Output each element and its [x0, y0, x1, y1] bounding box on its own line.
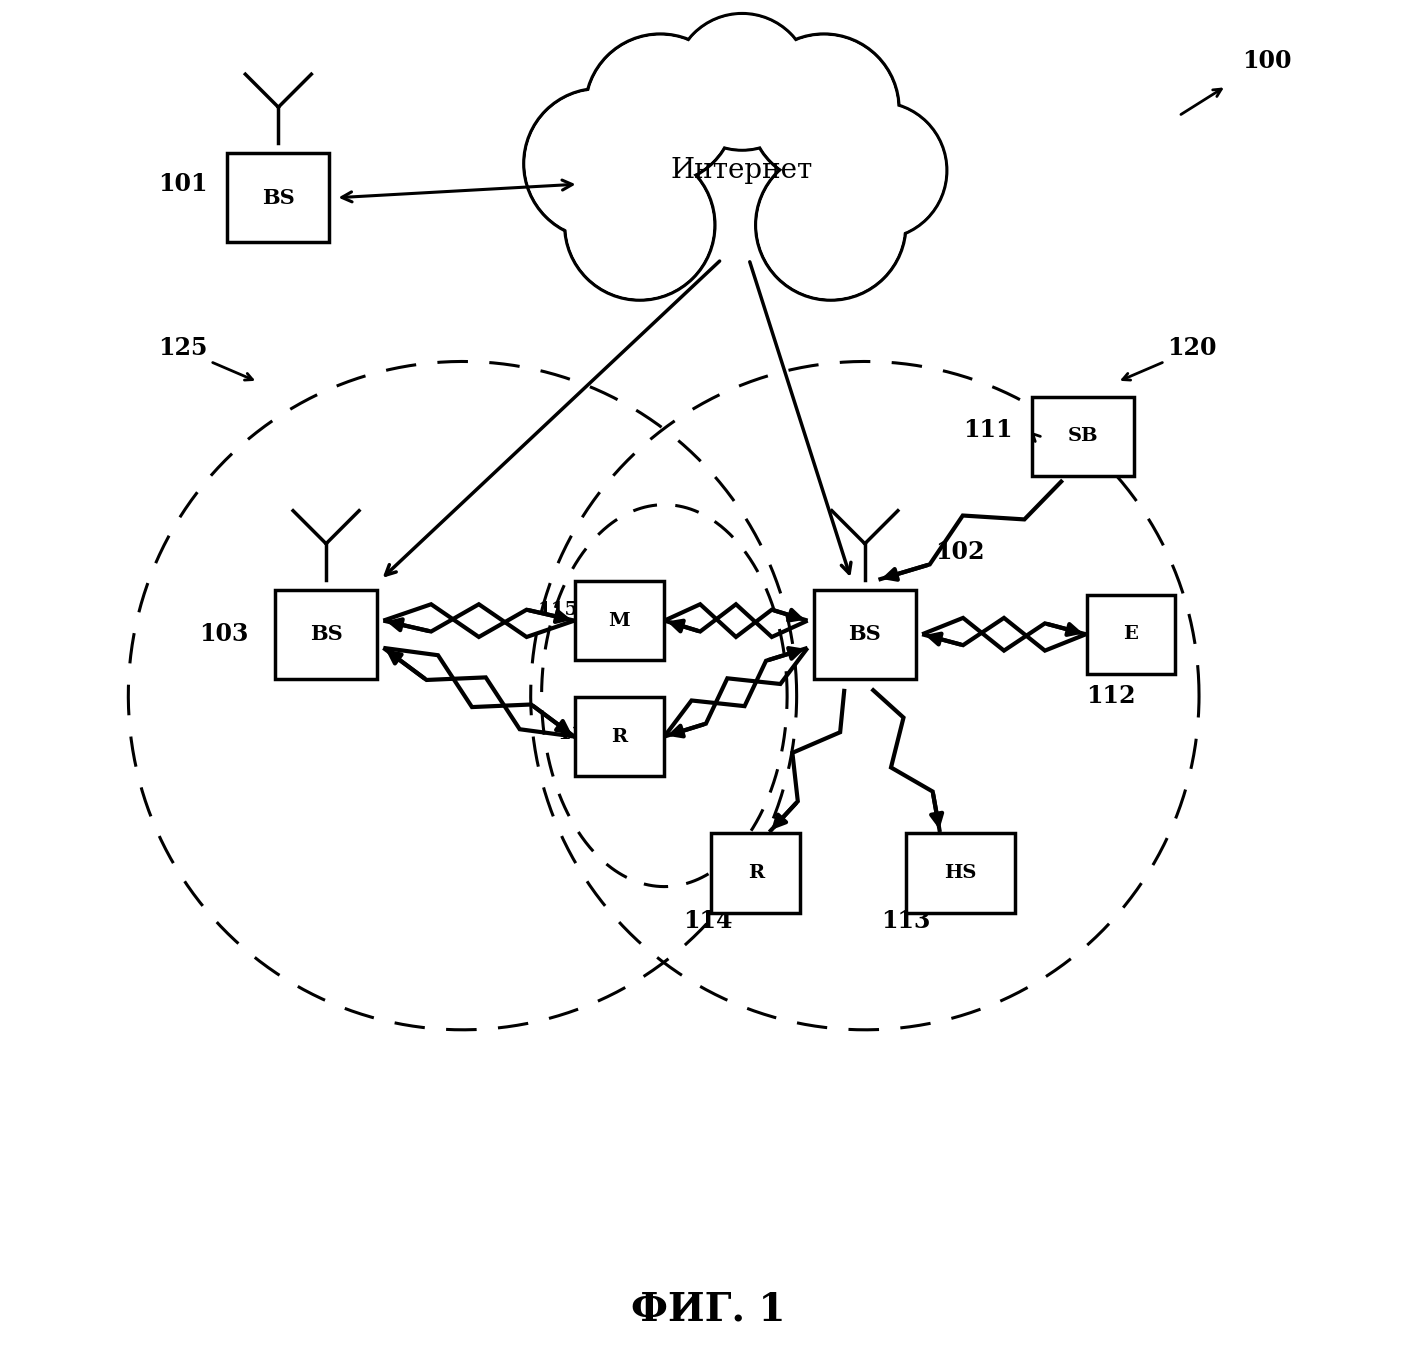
Bar	[1032, 397, 1134, 476]
Circle shape	[810, 102, 947, 239]
Circle shape	[527, 91, 671, 236]
Circle shape	[674, 14, 810, 150]
Circle shape	[750, 37, 896, 181]
Text: 103: 103	[200, 622, 248, 647]
Circle shape	[749, 34, 899, 184]
Text: 114: 114	[684, 908, 732, 933]
Bar	[575, 697, 664, 776]
Bar	[906, 833, 1015, 913]
Text: M: M	[609, 611, 630, 630]
Text: 112: 112	[1086, 683, 1136, 708]
Text: SB: SB	[1068, 427, 1099, 446]
Text: R: R	[748, 863, 763, 883]
Text: 102: 102	[936, 540, 986, 565]
Bar	[711, 833, 800, 913]
Text: 125: 125	[159, 336, 208, 360]
Circle shape	[524, 89, 674, 239]
Text: 111: 111	[963, 417, 1012, 442]
Circle shape	[565, 150, 715, 300]
Circle shape	[566, 153, 712, 297]
Text: 113: 113	[881, 908, 930, 933]
Text: BS: BS	[310, 625, 343, 644]
Text: BS: BS	[262, 188, 295, 207]
Text: BS: BS	[848, 625, 881, 644]
Circle shape	[813, 105, 944, 237]
Text: 120: 120	[1167, 336, 1216, 360]
Text: ФИГ. 1: ФИГ. 1	[630, 1290, 786, 1329]
Circle shape	[758, 153, 903, 297]
Text: R: R	[612, 727, 627, 746]
Circle shape	[588, 37, 733, 181]
Bar	[575, 581, 664, 660]
Circle shape	[675, 16, 809, 149]
Circle shape	[585, 34, 735, 184]
Bar	[1086, 595, 1175, 674]
Text: HS: HS	[944, 863, 977, 883]
Text: 130: 130	[820, 104, 869, 128]
Text: 101: 101	[159, 172, 208, 196]
Text: 100: 100	[1242, 49, 1291, 74]
Circle shape	[756, 150, 906, 300]
Bar	[814, 589, 916, 678]
Text: 115: 115	[538, 600, 579, 619]
Bar	[227, 154, 330, 241]
Bar	[275, 589, 377, 678]
Text: Интернет: Интернет	[671, 157, 813, 184]
Text: E: E	[1123, 625, 1138, 644]
Text: 116: 116	[558, 724, 599, 743]
